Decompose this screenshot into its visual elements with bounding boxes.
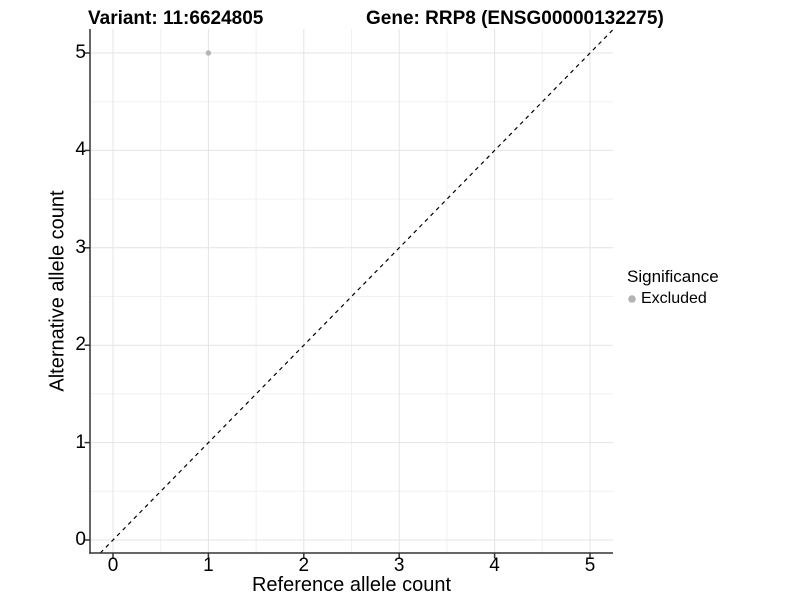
x-tick-label: 0	[107, 555, 119, 576]
y-tick-label: 3	[75, 236, 86, 258]
legend-entry-label: Excluded	[641, 290, 707, 307]
plot-title-variant: Variant: 11:6624805	[88, 8, 264, 29]
legend-entry-excluded: Excluded	[627, 290, 719, 308]
axis-ticks	[84, 52, 591, 559]
legend-title: Significance	[627, 267, 719, 286]
x-tick-label: 4	[489, 555, 500, 576]
x-tick-label: 2	[298, 555, 310, 576]
axis-lines	[89, 29, 613, 554]
data-point	[205, 50, 212, 56]
y-tick-label: 2	[75, 334, 86, 356]
grid-major	[90, 29, 613, 553]
x-axis-title: Reference allele count	[251, 574, 451, 596]
y-tick-label: 4	[75, 139, 86, 161]
grid-minor	[90, 29, 613, 553]
y-tick-label: 1	[75, 431, 86, 453]
x-tick-label: 3	[393, 555, 405, 576]
y-tick-label: 0	[75, 529, 86, 550]
y-tick-label: 5	[75, 42, 86, 63]
identity-dashed-line	[99, 29, 614, 554]
legend: Significance Excluded	[627, 267, 719, 308]
plot-title-gene: Gene: RRP8 (ENSG00000132275)	[366, 8, 664, 29]
x-tick-label: 5	[584, 555, 596, 576]
x-tick-label: 1	[203, 555, 214, 576]
legend-marker-dot-icon	[628, 295, 636, 303]
y-axis-title: Alternative allele count	[46, 190, 69, 392]
